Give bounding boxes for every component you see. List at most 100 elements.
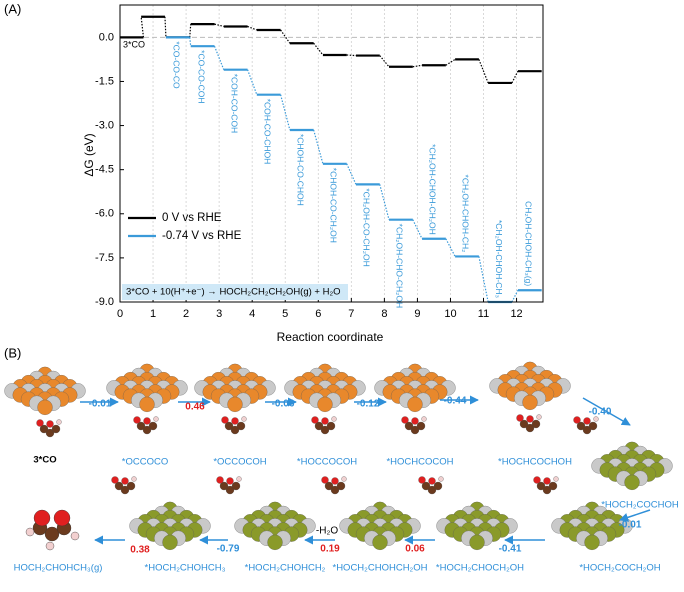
atom xyxy=(136,421,146,431)
adsorbate xyxy=(418,476,444,495)
structure-label: *HOCHCOCHOH xyxy=(498,457,572,468)
atom xyxy=(372,534,388,551)
atom xyxy=(573,416,581,424)
atom xyxy=(224,421,234,431)
start-label: 3*CO xyxy=(123,40,145,50)
atom xyxy=(582,425,592,435)
atom xyxy=(411,417,419,425)
adsorbate xyxy=(111,476,137,495)
atom xyxy=(51,424,61,434)
atom xyxy=(583,417,591,425)
atom xyxy=(320,425,330,435)
structure-label: *HOCH₂CHOCH₂OH xyxy=(436,563,524,574)
structure-label: HOCH₂CHOHCH₃(g) xyxy=(14,563,103,574)
y-tick-label: -6.0 xyxy=(95,208,114,220)
structure-label: *OCCOCOH xyxy=(213,457,266,468)
atom xyxy=(588,421,598,431)
adsorbate xyxy=(133,416,159,435)
connector xyxy=(412,219,423,240)
cluster xyxy=(4,366,86,416)
connector xyxy=(478,256,489,303)
structure-label: *HOCH₂CHOHCH₂ xyxy=(245,563,326,574)
level-label: *CHOH-CO-CHOH xyxy=(296,134,306,206)
x-tick-label: 3 xyxy=(216,308,222,320)
connector xyxy=(379,55,390,68)
level-label: *CH₂OH-CHO-CH₂OH xyxy=(395,224,405,309)
connector xyxy=(511,70,519,84)
adsorbate xyxy=(533,476,559,495)
connector xyxy=(379,184,390,220)
atom xyxy=(531,419,541,429)
atom xyxy=(433,481,443,491)
structure-label: *HOCH₂CHOHCH₃ xyxy=(145,563,226,574)
water-note: -H₂O xyxy=(316,526,338,537)
step-energy: -0.01 xyxy=(619,520,642,531)
atom xyxy=(227,396,243,413)
atom xyxy=(231,417,239,425)
atom xyxy=(427,485,437,495)
cluster xyxy=(284,363,366,413)
atom xyxy=(267,534,283,551)
atom xyxy=(543,477,551,485)
step-energy: -0.41 xyxy=(499,544,522,555)
connector xyxy=(140,16,145,38)
y-tick-label: 0.0 xyxy=(99,31,114,43)
level-label: *CH₂OH-CHOH-CH₂ xyxy=(461,175,471,253)
atom xyxy=(37,399,53,416)
adsorbate xyxy=(321,476,347,495)
atom xyxy=(469,534,485,551)
atom xyxy=(56,419,62,425)
x-tick-label: 11 xyxy=(478,308,489,320)
atom xyxy=(143,417,151,425)
atom xyxy=(421,481,431,491)
atom xyxy=(536,414,542,420)
atom xyxy=(39,424,49,434)
atom xyxy=(526,415,534,423)
structure-label: *OCCOCO xyxy=(122,457,168,468)
atom xyxy=(401,416,409,424)
step-energy: -0.79 xyxy=(217,544,240,555)
atom xyxy=(36,419,44,427)
x-tick-label: 4 xyxy=(249,308,255,320)
atom xyxy=(553,476,559,482)
atom xyxy=(126,481,136,491)
adsorbate xyxy=(516,414,542,433)
level-label: *CO-CO-CO xyxy=(172,41,182,89)
cluster xyxy=(194,363,276,413)
x-tick-label: 1 xyxy=(150,308,156,320)
atom xyxy=(121,477,129,485)
step-energy: -0.40 xyxy=(589,407,612,418)
atom xyxy=(321,476,329,484)
atom xyxy=(324,481,334,491)
y-tick-label: -3.0 xyxy=(95,119,114,131)
level-label: *CH₂OH-CO-CH₂OH xyxy=(362,188,372,266)
connector xyxy=(346,54,356,57)
atom xyxy=(519,419,529,429)
step-energy: 0.06 xyxy=(405,544,425,555)
cluster xyxy=(436,501,518,551)
atom xyxy=(314,421,324,431)
atom xyxy=(428,477,436,485)
adsorbate xyxy=(216,476,242,495)
arrow xyxy=(619,509,651,522)
x-axis-title: Reaction coordinate xyxy=(277,330,384,344)
atom xyxy=(148,421,158,431)
connector xyxy=(213,45,225,70)
structure-label: *HOCCOCOH xyxy=(297,457,357,468)
atom xyxy=(421,416,427,422)
atom xyxy=(624,474,640,491)
connector xyxy=(280,29,291,44)
atom xyxy=(416,421,426,431)
atom xyxy=(45,541,55,551)
cluster xyxy=(339,501,421,551)
atom xyxy=(317,396,333,413)
atom xyxy=(33,509,51,527)
connector xyxy=(189,37,192,47)
atom xyxy=(53,509,71,527)
reaction-text: 3*CO + 10(H⁺+e⁻) → HOCH₂CH₂CH₂OH(g) + H₂… xyxy=(126,287,341,298)
step-energy: -0.12 xyxy=(357,399,380,410)
connector xyxy=(478,59,489,84)
step-energy: 0.46 xyxy=(185,402,205,413)
adsorbate xyxy=(36,419,62,438)
